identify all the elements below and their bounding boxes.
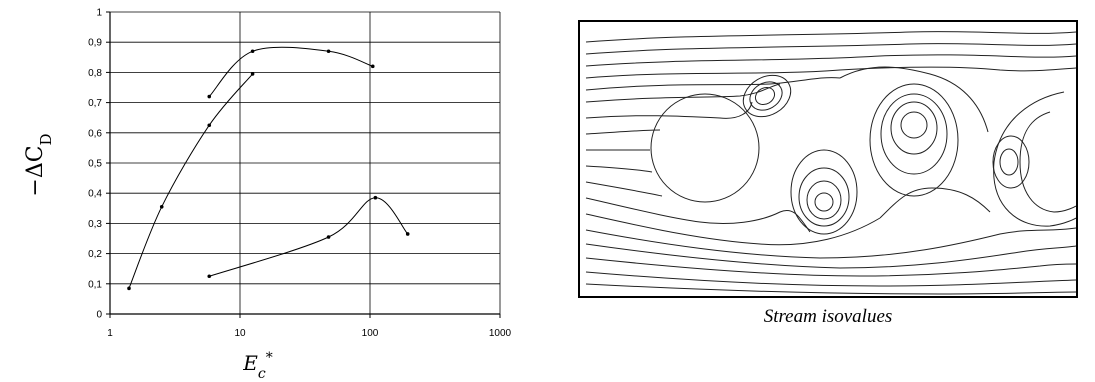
x-axis-label-superscript: *: [266, 350, 273, 366]
data-point: [250, 49, 255, 54]
data-point: [127, 286, 131, 291]
data-point: [250, 72, 255, 76]
y-axis-label-subscript: D: [37, 133, 55, 145]
series-group: [127, 46, 410, 291]
y-tick-label: 0,6: [88, 128, 102, 139]
chart-canvas: 00,10,20,30,40,50,60,70,80,911 10 100 1000 …: [23, 8, 512, 382]
y-tick-label: 1: [96, 8, 102, 19]
x-tick-label: 10: [234, 328, 246, 339]
data-point: [326, 49, 331, 54]
stream-isovalues-plot: [578, 20, 1078, 298]
y-tick-label: 0,7: [88, 98, 102, 109]
y-tick-label: 0: [96, 310, 102, 321]
y-tick-label: 0,2: [88, 249, 102, 260]
x-axis-label-subscript: c: [258, 366, 266, 382]
y-tick-label: 0,1: [88, 279, 102, 290]
stream-figure: Stream isovalues: [565, 0, 1095, 382]
y-axis-label-main: −ΔC: [23, 145, 48, 196]
axes: [106, 11, 501, 318]
x-tick-label: 100: [362, 328, 379, 339]
x-tick-label: 1000: [489, 328, 512, 339]
y-tick-label: 0,3: [88, 219, 102, 230]
data-point: [405, 232, 410, 236]
grid: [110, 11, 501, 314]
series-line-1: [128, 73, 253, 289]
data-point: [370, 64, 375, 69]
data-point: [326, 235, 331, 239]
x-tick-label: 1: [107, 328, 113, 339]
series-line-2: [208, 46, 373, 97]
y-axis-label: −ΔCD: [23, 133, 55, 196]
streamlines-svg: [585, 31, 1076, 295]
drag-reduction-chart: 0 0,1 0,2 0,3 0,4 0,5 0,6 0,7 0,8 0,9 1 1 10 100 1000 …: [23, 8, 512, 382]
data-point: [207, 274, 212, 279]
y-tick-label: 0,4: [88, 189, 102, 200]
data-point: [207, 123, 212, 128]
y-tick-label: 0,5: [88, 159, 102, 170]
x-axis-label-main: E: [242, 351, 258, 375]
y-tick-label: 0,8: [88, 68, 102, 79]
series-line-3: [209, 197, 409, 277]
tick-labels: 0 0,1 0,2 0,3 0,4 0,5 0,6 0,7 0,8 0,9 1 1 10 100 1000: [88, 8, 511, 340]
data-point: [207, 94, 212, 99]
streamlines: [585, 31, 1076, 295]
data-point: [373, 195, 378, 200]
data-point: [159, 204, 164, 209]
figure-caption: Stream isovalues: [763, 306, 893, 327]
y-tick-label: 0,9: [88, 38, 102, 49]
x-axis-label: Ec*: [242, 350, 272, 382]
